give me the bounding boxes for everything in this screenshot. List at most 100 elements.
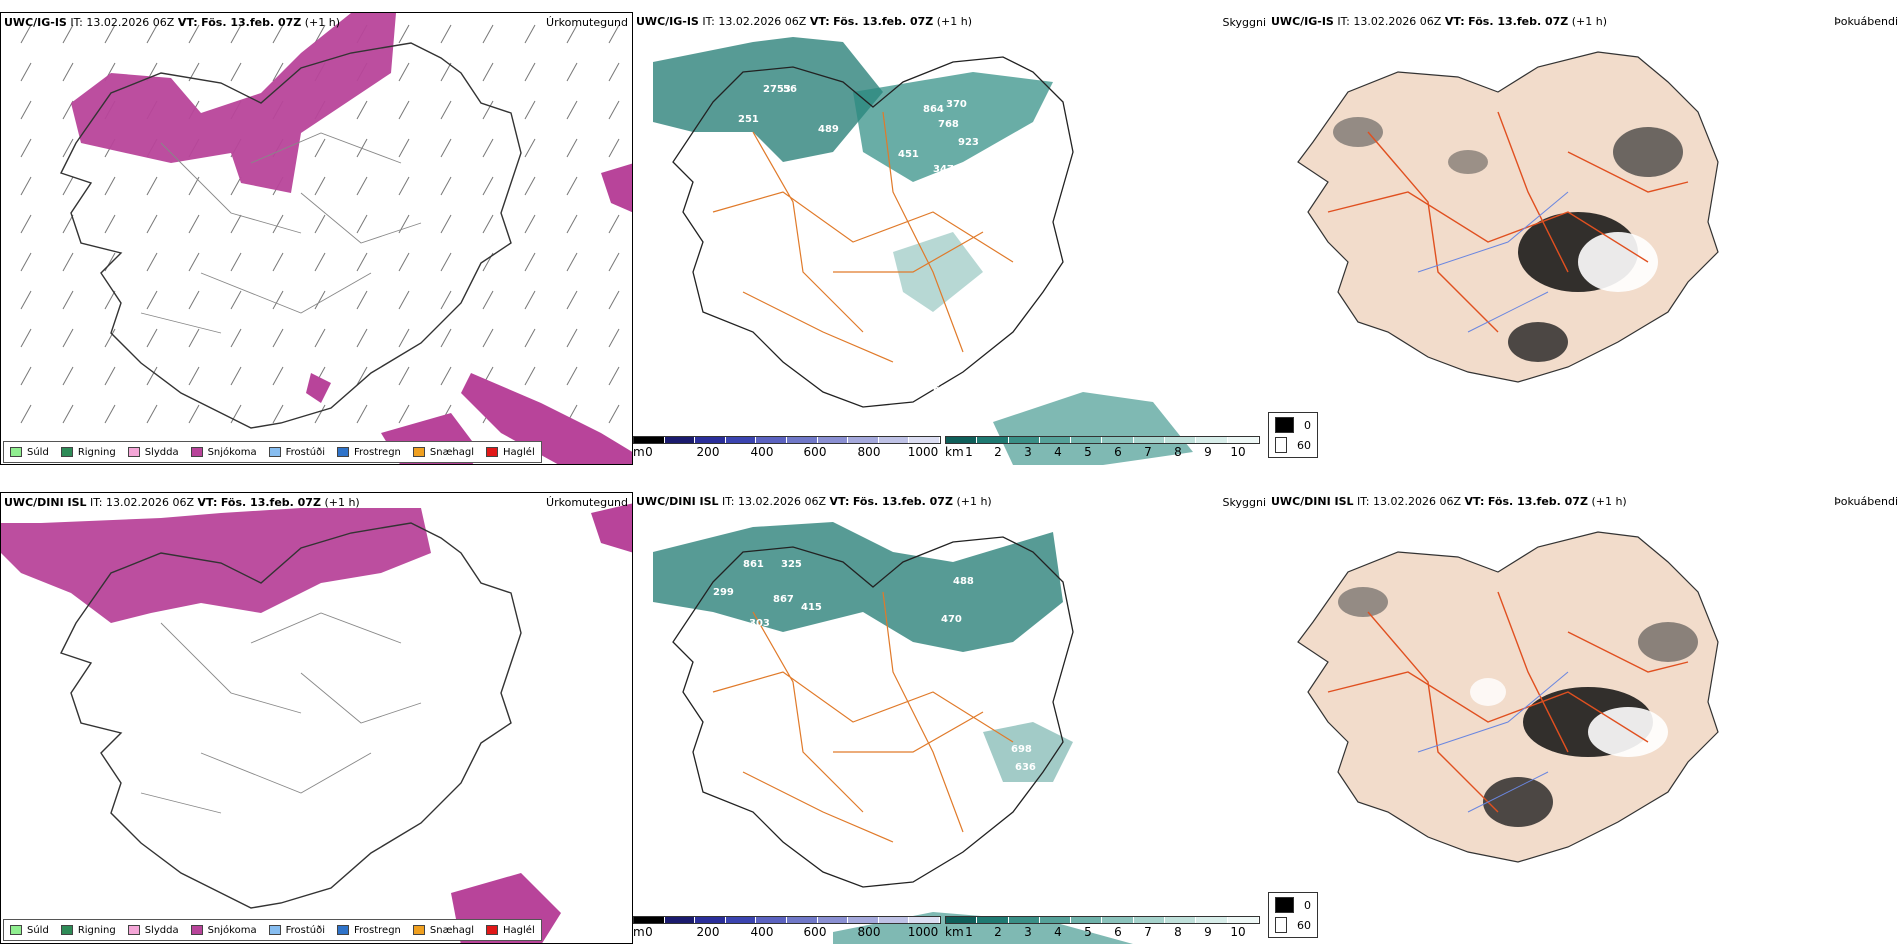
colorbar-tick: 9 bbox=[1204, 925, 1212, 939]
iceland-coastline bbox=[60, 522, 522, 909]
ceiling-label: 923 bbox=[958, 137, 979, 148]
ceiling-label: 489 bbox=[818, 124, 839, 135]
iceland-coastline bbox=[60, 42, 522, 429]
panel-header: UWC/DINI ISL IT: 13.02.2026 06Z VT: Fös.… bbox=[4, 496, 360, 509]
panel-title: Þokuábendi bbox=[1834, 495, 1898, 508]
legend-item: Snjókoma bbox=[190, 925, 257, 936]
legend-item: Rigning bbox=[60, 447, 116, 458]
ceiling-label: 636 bbox=[1015, 762, 1036, 773]
colorbar-tick: 200 bbox=[696, 445, 720, 459]
visibility-colorbar: km 1 2 3 4 5 6 7 8 9 10 bbox=[945, 436, 1260, 462]
legend-item: Snæhagl bbox=[412, 925, 474, 936]
ceiling-label: 470 bbox=[941, 614, 962, 625]
legend-item: 0 bbox=[1275, 897, 1311, 913]
colorbar-strip bbox=[633, 916, 941, 924]
panel-title: Þokuábendi bbox=[1834, 15, 1898, 28]
colorbar-tick: 9 bbox=[1204, 445, 1212, 459]
colorbar-tick: 6 bbox=[1114, 925, 1122, 939]
ceiling-labels: 2753 56 251 489 864 370 768 451 923 347 … bbox=[738, 84, 1029, 395]
colorbar-tick: 5 bbox=[1084, 445, 1092, 459]
fog-panel-bottom: UWC/DINI ISL IT: 13.02.2026 06Z VT: Fös.… bbox=[1268, 492, 1900, 944]
fog-legend: 0 60 bbox=[1268, 892, 1318, 938]
colorbar-tick: 10 bbox=[1230, 445, 1246, 459]
panel-title: Úrkomutegund bbox=[546, 16, 628, 29]
colorbar-tick: 1 bbox=[965, 925, 973, 939]
colorbar-tick: 600 bbox=[803, 445, 827, 459]
ceiling-label: 698 bbox=[1011, 744, 1032, 755]
panel-title: Úrkomutegund bbox=[546, 496, 628, 509]
colorbar-tick: 600 bbox=[803, 925, 827, 939]
colorbar-tick: 8 bbox=[1174, 925, 1182, 939]
panel-header: UWC/DINI ISL IT: 13.02.2026 06Z VT: Fös.… bbox=[1271, 495, 1627, 508]
cloud-map-bottom: 861 325 299 867 415 303 488 470 698 636 bbox=[653, 522, 1133, 944]
ceiling-label: 56 bbox=[783, 84, 797, 95]
legend-item: Súld bbox=[10, 925, 49, 936]
ceiling-colorbar: m 0 200 400 600 800 1000 bbox=[633, 436, 941, 462]
colorbar-tick: 6 bbox=[1114, 445, 1122, 459]
legend-item: 0 bbox=[1275, 417, 1311, 433]
precip-legend: Súld Rigning Slydda Snjókoma Frostúði Fr… bbox=[3, 441, 542, 463]
colorbar-tick: 1 bbox=[965, 445, 973, 459]
precip-map-bottom bbox=[1, 503, 632, 943]
cloud-map-top: 2753 56 251 489 864 370 768 451 923 347 … bbox=[653, 37, 1193, 465]
ceiling-label: 451 bbox=[898, 149, 919, 160]
panel-header: UWC/IG-IS IT: 13.02.2026 06Z VT: Fös. 13… bbox=[4, 16, 341, 29]
precip-panel-bottom: UWC/DINI ISL IT: 13.02.2026 06Z VT: Fös.… bbox=[0, 492, 633, 944]
legend-item: Snjókoma bbox=[190, 447, 257, 458]
ceiling-colorbar: m 0 200 400 600 800 1000 bbox=[633, 916, 941, 942]
legend-item: Frostúði bbox=[268, 925, 325, 936]
colorbar-tick: 400 bbox=[750, 925, 774, 939]
colorbar-tick: 800 bbox=[857, 925, 881, 939]
colorbar-strip bbox=[633, 436, 941, 444]
legend-item: Frostúði bbox=[268, 447, 325, 458]
ceiling-label: 867 bbox=[773, 594, 794, 605]
ceiling-label: 60 bbox=[933, 384, 947, 395]
ceiling-label: 370 bbox=[946, 99, 967, 110]
colorbar-strip bbox=[945, 916, 1260, 924]
colorbar-tick: 1000 bbox=[907, 925, 939, 939]
fog-panel-top: UWC/IG-IS IT: 13.02.2026 06Z VT: Fös. 13… bbox=[1268, 12, 1900, 465]
precip-panel-top: UWC/IG-IS IT: 13.02.2026 06Z VT: Fös. 13… bbox=[0, 12, 633, 465]
colorbar-tick: 3 bbox=[1024, 925, 1032, 939]
ceiling-label: 83 bbox=[1015, 269, 1029, 280]
ceiling-label: 864 bbox=[923, 104, 944, 115]
ceiling-label: 299 bbox=[713, 587, 734, 598]
colorbar-tick: 2 bbox=[994, 925, 1002, 939]
fog-map-top bbox=[1297, 51, 1719, 383]
ceiling-label: 2753 bbox=[763, 84, 791, 95]
visibility-colorbar: km 1 2 3 4 5 6 7 8 9 10 bbox=[945, 916, 1260, 942]
colorbar-tick: 7 bbox=[1144, 445, 1152, 459]
colorbar-tick: 4 bbox=[1054, 445, 1062, 459]
ceiling-label: 415 bbox=[801, 602, 822, 613]
colorbar-tick: 10 bbox=[1230, 925, 1246, 939]
legend-item: 60 bbox=[1275, 917, 1311, 933]
colorbar-tick: 800 bbox=[857, 445, 881, 459]
legend-item: Slydda bbox=[127, 447, 179, 458]
colorbar-strip bbox=[945, 436, 1260, 444]
legend-item: 60 bbox=[1275, 437, 1311, 453]
colorbar-unit: km bbox=[945, 445, 964, 459]
ceiling-label: 303 bbox=[749, 618, 770, 629]
ceiling-label: 325 bbox=[781, 559, 802, 570]
panel-header: UWC/DINI ISL IT: 13.02.2026 06Z VT: Fös.… bbox=[636, 495, 992, 508]
colorbar-unit: m bbox=[633, 445, 645, 459]
legend-item: Frostregn bbox=[337, 925, 401, 936]
legend-item: Haglél bbox=[486, 447, 535, 458]
fog-legend: 0 60 bbox=[1268, 412, 1318, 458]
panel-header: UWC/IG-IS IT: 13.02.2026 06Z VT: Fös. 13… bbox=[1271, 15, 1608, 28]
ceiling-label: 488 bbox=[953, 576, 974, 587]
legend-item: Rigning bbox=[60, 925, 116, 936]
panel-title: Skyggni bbox=[1222, 16, 1266, 29]
legend-item: Snæhagl bbox=[412, 447, 474, 458]
colorbar-tick: 8 bbox=[1174, 445, 1182, 459]
legend-item: Súld bbox=[10, 447, 49, 458]
colorbar-tick: 1000 bbox=[907, 445, 939, 459]
colorbar-tick: 5 bbox=[1084, 925, 1092, 939]
panel-header: UWC/IG-IS IT: 13.02.2026 06Z VT: Fös. 13… bbox=[636, 15, 973, 28]
colorbar-tick: 0 bbox=[645, 925, 653, 939]
colorbar-tick: 2 bbox=[994, 445, 1002, 459]
colorbar-unit: km bbox=[945, 925, 964, 939]
colorbar-tick: 7 bbox=[1144, 925, 1152, 939]
ceiling-label: 347 bbox=[933, 164, 954, 175]
ceiling-label: 251 bbox=[738, 114, 759, 125]
